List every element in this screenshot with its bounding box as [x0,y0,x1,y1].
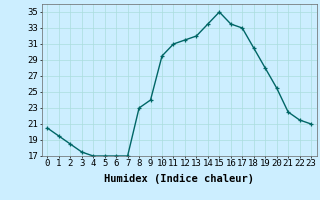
X-axis label: Humidex (Indice chaleur): Humidex (Indice chaleur) [104,174,254,184]
